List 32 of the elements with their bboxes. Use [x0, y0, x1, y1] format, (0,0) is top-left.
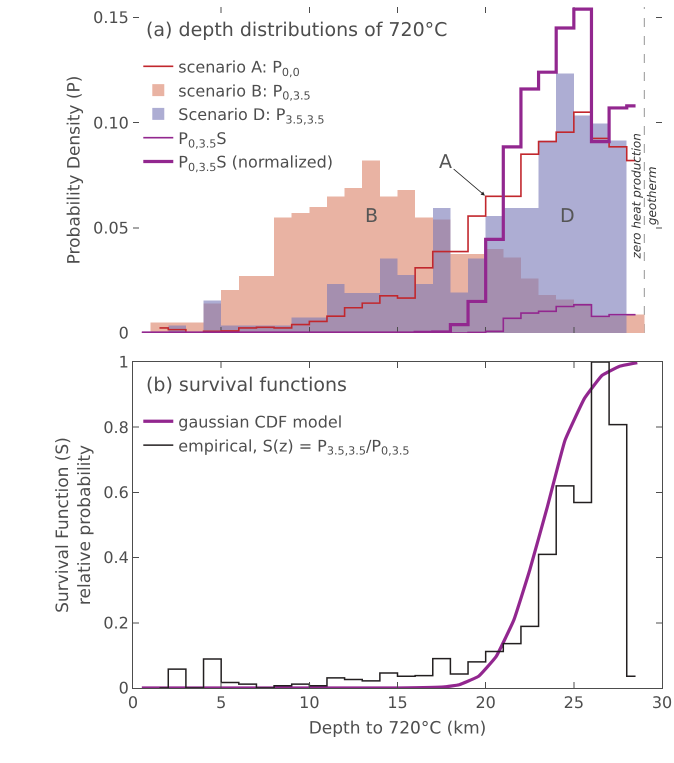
legend-label: empirical, S(z) = P$_{3.5,3.5}$/P$_{0,3.5}$ [178, 436, 410, 458]
x-tick-label: 20 [475, 693, 496, 712]
x-tick-label: 15 [387, 693, 408, 712]
y-tick-label: 0.15 [93, 8, 129, 28]
legend-label: P$_{0,3.5}$S [178, 128, 227, 150]
y-tick-label: 0.10 [93, 113, 129, 132]
legend-label: gaussian CDF model [178, 412, 342, 432]
y-axis-title: Probability Density (P) [64, 76, 85, 264]
y-tick-label: 0 [118, 324, 129, 343]
x-tick-label: 5 [216, 693, 226, 712]
y-tick-label: 0.4 [103, 548, 129, 568]
legend-label: Scenario D: P$_{3.5,3.5}$ [178, 105, 325, 126]
annotation: A [439, 151, 452, 173]
y-tick-label: 0.8 [103, 418, 129, 437]
y-tick-label: 0 [118, 678, 129, 698]
x-tick-label: 30 [652, 693, 672, 712]
legend-label: P$_{0,3.5}$S (normalized) [178, 152, 334, 174]
legend-label: scenario B: P$_{0,3.5}$ [178, 81, 311, 103]
y-tick-label: 0.6 [103, 483, 129, 502]
text: (a) depth distributions of 720°C [146, 19, 448, 41]
x-tick-label: 10 [299, 693, 320, 712]
annotation: D [560, 205, 575, 227]
y-axis-title: Survival Function (S) relative probability [52, 437, 95, 613]
ref-line-label: zero heat production geotherm [629, 133, 659, 260]
y-tick-label: 0.2 [103, 613, 129, 632]
x-axis-title: Depth to 720°C (km) [308, 718, 486, 739]
y-tick-label: 1 [118, 352, 129, 372]
text: (b) survival functions [146, 374, 347, 396]
annotation: B [365, 205, 378, 227]
legend-label: scenario A: P$_{0,0}$ [178, 58, 300, 79]
x-tick-label: 25 [564, 693, 584, 712]
y-tick-label: 0.05 [93, 218, 129, 238]
